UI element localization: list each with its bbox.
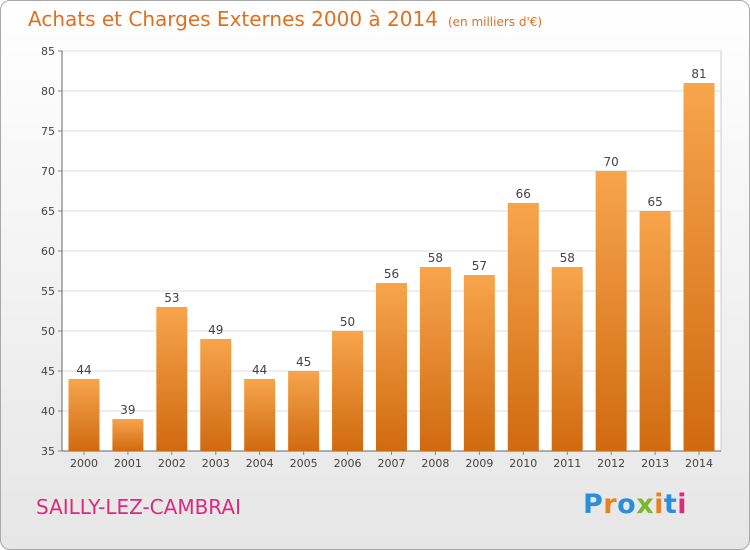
bar-value-label: 50 <box>340 315 355 329</box>
bar-value-label: 44 <box>76 363 91 377</box>
bar-value-label: 58 <box>428 251 443 265</box>
bar <box>200 339 232 451</box>
bar <box>507 203 539 451</box>
x-tick-label: 2003 <box>202 457 230 470</box>
x-tick-label: 2011 <box>553 457 581 470</box>
x-tick-label: 2002 <box>158 457 186 470</box>
chart-title-text: Achats et Charges Externes 2000 à 2014 <box>28 7 438 31</box>
bar <box>156 307 188 451</box>
bar <box>288 371 320 451</box>
bar-value-label: 49 <box>208 323 223 337</box>
y-tick-label: 45 <box>41 365 55 378</box>
logo-letter: P <box>583 489 604 520</box>
x-tick-label: 2005 <box>290 457 318 470</box>
y-tick-label: 85 <box>41 45 55 58</box>
bar-value-label: 65 <box>647 195 662 209</box>
chart-title: Achats et Charges Externes 2000 à 2014 (e… <box>28 7 542 31</box>
bar <box>595 171 627 451</box>
bar-value-label: 70 <box>604 155 619 169</box>
logo-letter: i <box>654 489 664 520</box>
x-tick-label: 2014 <box>685 457 713 470</box>
bar-value-label: 39 <box>120 403 135 417</box>
x-tick-label: 2012 <box>597 457 625 470</box>
x-tick-label: 2010 <box>509 457 537 470</box>
x-tick-label: 2009 <box>465 457 493 470</box>
x-tick-label: 2008 <box>421 457 449 470</box>
bar <box>639 211 671 451</box>
y-tick-label: 35 <box>41 445 55 458</box>
logo-letter: i <box>677 489 688 520</box>
x-tick-label: 2004 <box>246 457 274 470</box>
chart-subtitle: (en milliers d'€) <box>447 15 543 29</box>
bar-value-label: 44 <box>252 363 267 377</box>
logo-letter: t <box>663 489 678 520</box>
logo-letter: x <box>636 489 655 520</box>
bar <box>244 379 276 451</box>
y-tick-label: 55 <box>41 285 55 298</box>
bar-value-label: 45 <box>296 355 311 369</box>
logo-letter: o <box>617 489 637 520</box>
bar <box>683 83 715 451</box>
bar-value-label: 81 <box>691 67 706 81</box>
x-tick-label: 2006 <box>334 457 362 470</box>
proxiti-logo: Proxiti <box>583 489 687 520</box>
y-tick-label: 60 <box>41 245 55 258</box>
y-tick-label: 70 <box>41 165 55 178</box>
town-name: SAILLY-LEZ-CAMBRAI <box>36 495 241 519</box>
y-tick-label: 75 <box>41 125 55 138</box>
bar-value-label: 56 <box>384 267 399 281</box>
logo-letter: r <box>603 489 618 520</box>
bar <box>463 275 495 451</box>
bar-value-label: 57 <box>472 259 487 273</box>
y-tick-label: 80 <box>41 85 55 98</box>
bar <box>112 419 144 451</box>
x-tick-label: 2007 <box>378 457 406 470</box>
bar <box>376 283 407 451</box>
bar-value-label: 66 <box>516 187 531 201</box>
bar <box>419 267 451 451</box>
bar-value-label: 58 <box>560 251 575 265</box>
x-tick-label: 2001 <box>114 457 142 470</box>
y-tick-label: 40 <box>41 405 55 418</box>
bar <box>68 379 100 451</box>
bar <box>551 267 583 451</box>
x-tick-label: 2013 <box>641 457 669 470</box>
y-tick-label: 65 <box>41 205 55 218</box>
y-tick-label: 50 <box>41 325 55 338</box>
bar <box>332 331 364 451</box>
x-tick-label: 2000 <box>70 457 98 470</box>
bar-value-label: 53 <box>164 291 179 305</box>
